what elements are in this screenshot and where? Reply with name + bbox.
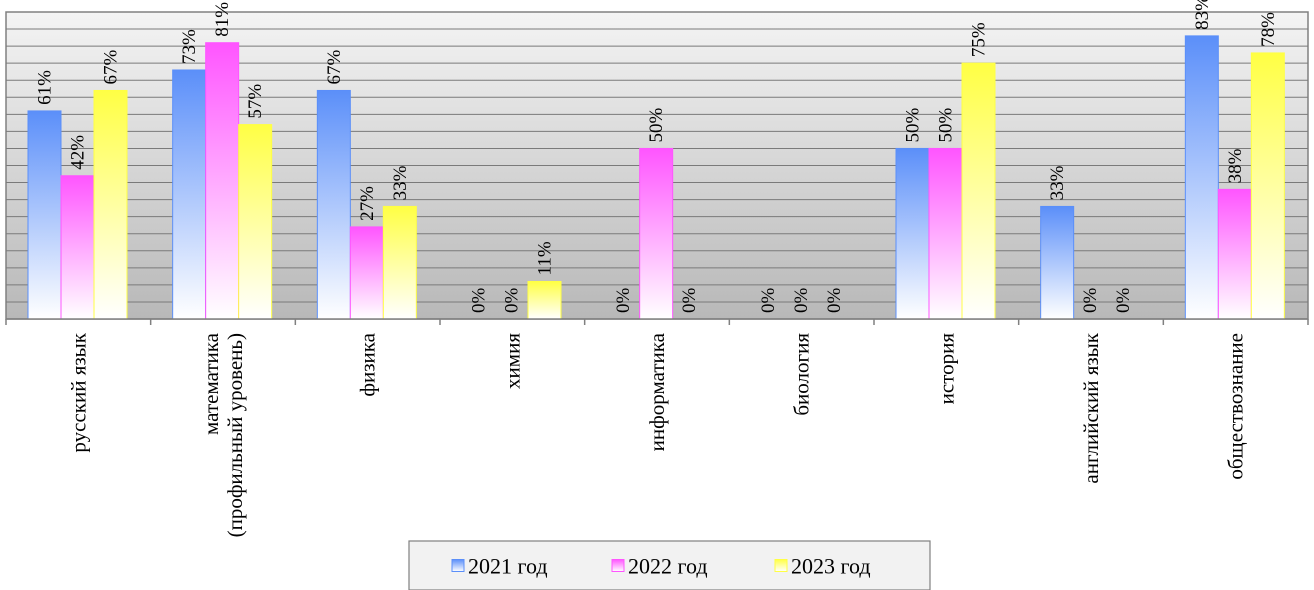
data-label: 0% [791, 288, 812, 314]
bar-3-4 [527, 280, 562, 320]
legend-label: 2023 год [791, 554, 871, 579]
data-label: 78% [1258, 12, 1279, 47]
data-label: 73% [179, 29, 200, 64]
bar-2-9 [1217, 188, 1252, 320]
category-label: биология [790, 333, 814, 416]
data-label: 50% [903, 107, 924, 142]
data-label: 38% [1225, 148, 1246, 183]
data-label: 83% [1192, 0, 1213, 30]
data-label: 81% [212, 2, 233, 37]
legend-label: 2022 год [628, 554, 708, 579]
data-label: 61% [35, 70, 56, 105]
data-label: 0% [1080, 288, 1101, 314]
legend-swatch [611, 559, 625, 572]
category-label: математика(профильный уровень) [199, 332, 247, 537]
bar-3-2 [238, 124, 273, 320]
bar-2-2 [205, 42, 240, 320]
bar-1-7 [895, 147, 930, 320]
category-label: история [934, 333, 958, 405]
category-label: информатика [645, 332, 669, 451]
data-label: 0% [824, 288, 845, 314]
bar-3-1 [93, 89, 128, 320]
legend-swatch [774, 559, 788, 572]
data-labels: 61% 73% 67% 0% 0% 0% 50% 33% 83% 42% 81% 27% 0% 50% 0%… [35, 0, 1279, 313]
data-label: 57% [245, 84, 266, 119]
data-label: 33% [390, 165, 411, 200]
data-label: 0% [613, 288, 634, 314]
bar-3-9 [1250, 52, 1285, 320]
category-label: английский язык [1079, 332, 1103, 483]
bar-2-5 [639, 147, 674, 320]
bar-2-7 [928, 147, 963, 320]
legend-label: 2021 год [468, 554, 548, 579]
bar-1-3 [316, 89, 351, 320]
bars [27, 35, 1285, 320]
data-label: 0% [1113, 288, 1134, 314]
bar-1-9 [1184, 35, 1219, 320]
data-label: 0% [758, 288, 779, 314]
data-label: 75% [969, 22, 990, 57]
data-label: 0% [679, 288, 700, 314]
data-label: 67% [101, 49, 122, 84]
category-label: русский язык [66, 332, 90, 452]
bar-3-3 [382, 205, 417, 320]
category-label: обществознание [1224, 333, 1248, 480]
category-label: физика [356, 332, 380, 396]
legend-swatch [451, 559, 465, 572]
data-label: 0% [502, 288, 523, 314]
bar-2-1 [60, 175, 95, 320]
bar-1-2 [172, 69, 207, 320]
bar-1-1 [27, 110, 62, 320]
data-label: 11% [535, 241, 556, 275]
bar-3-7 [961, 62, 996, 320]
data-label: 42% [68, 135, 89, 170]
legend-box [408, 540, 931, 590]
category-labels: русский язык математика(профильный уровен… [66, 332, 1247, 537]
bar-2-3 [349, 226, 384, 320]
legend: 2021 год 2022 год 2023 год [408, 540, 931, 590]
data-label: 67% [324, 49, 345, 84]
bar-1-8 [1040, 205, 1075, 320]
data-label: 50% [936, 107, 957, 142]
data-label: 27% [357, 186, 378, 221]
data-label: 33% [1047, 165, 1068, 200]
category-label: химия [500, 333, 524, 389]
data-label: 0% [469, 288, 490, 314]
axes [5, 318, 1309, 325]
data-label: 50% [646, 107, 667, 142]
